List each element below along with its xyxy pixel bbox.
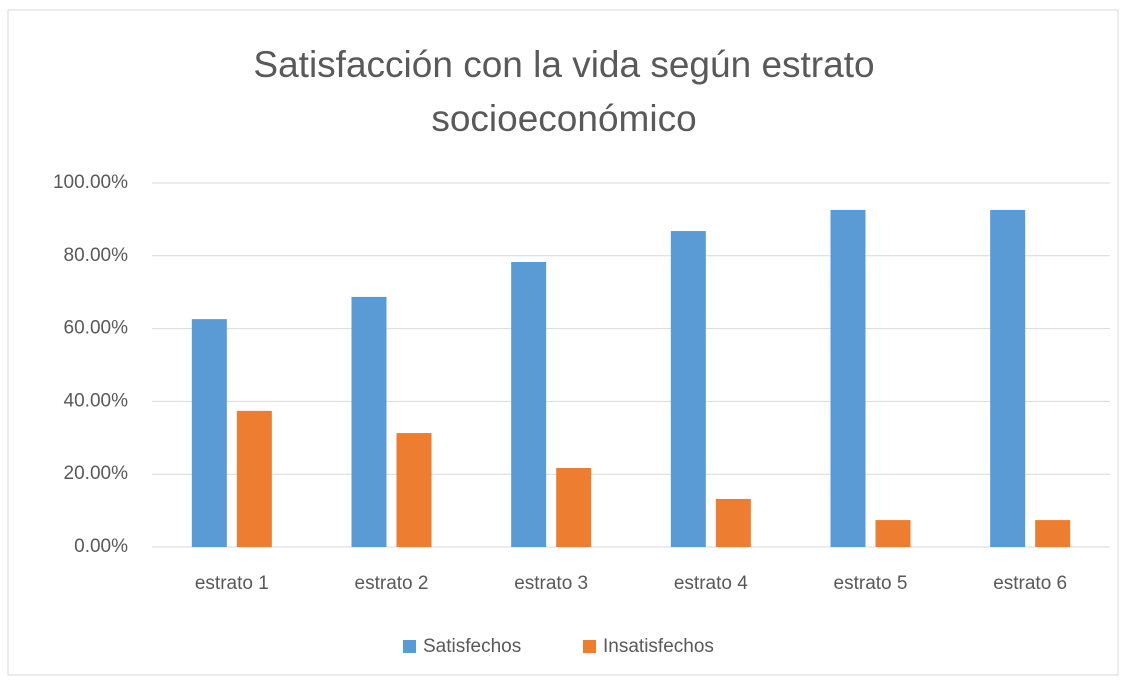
chart-title: Satisfacción con la vida según estrato s… bbox=[253, 44, 875, 139]
x-tick-label: estrato 2 bbox=[355, 573, 429, 594]
legend-label: Insatisfechos bbox=[603, 636, 714, 657]
y-tick-label: 20.00% bbox=[64, 463, 129, 484]
bar bbox=[830, 209, 866, 547]
bar bbox=[351, 296, 387, 547]
legend-swatch bbox=[583, 640, 596, 653]
bar bbox=[715, 498, 751, 547]
bar bbox=[875, 520, 911, 547]
x-tick-label: estrato 5 bbox=[834, 573, 908, 594]
bar bbox=[191, 319, 227, 547]
bar bbox=[990, 209, 1026, 547]
bar bbox=[511, 261, 547, 547]
bar bbox=[1035, 520, 1071, 547]
bar bbox=[670, 231, 706, 547]
bar bbox=[236, 410, 272, 547]
y-tick-label: 40.00% bbox=[64, 390, 129, 411]
bar bbox=[396, 433, 432, 547]
y-tick-label: 60.00% bbox=[64, 318, 129, 339]
x-tick-label: estrato 1 bbox=[195, 573, 269, 594]
legend-label: Satisfechos bbox=[423, 636, 521, 657]
y-tick-label: 0.00% bbox=[74, 536, 128, 557]
x-tick-label: estrato 4 bbox=[674, 573, 748, 594]
y-tick-label: 100.00% bbox=[53, 172, 128, 193]
y-tick-label: 80.00% bbox=[64, 245, 129, 266]
x-tick-label: estrato 3 bbox=[514, 573, 588, 594]
x-tick-label: estrato 6 bbox=[993, 573, 1067, 594]
legend-swatch bbox=[403, 640, 416, 653]
bar bbox=[556, 468, 592, 547]
